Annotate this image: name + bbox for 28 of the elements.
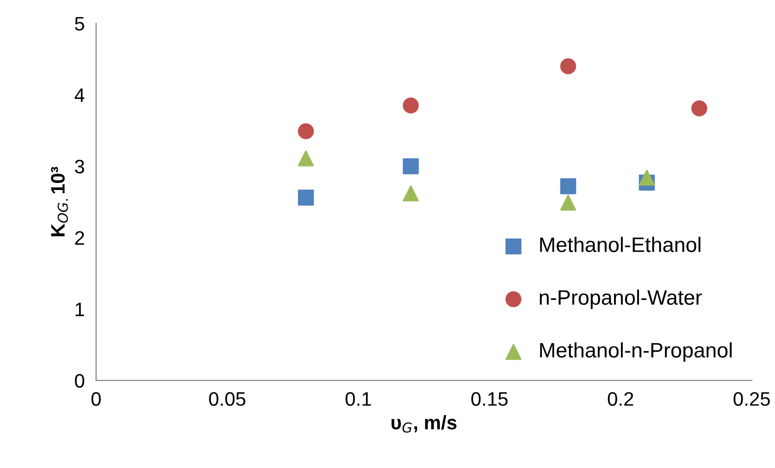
x-tick-label: 0 <box>91 392 101 406</box>
y-tick-label: 2 <box>75 231 84 245</box>
point <box>691 100 708 116</box>
point <box>560 178 576 194</box>
y-tick-label: 3 <box>74 160 84 174</box>
x-axis-title: υ$_{G}$, m/s <box>392 415 456 433</box>
x-tick-label: 0.1 <box>346 392 371 406</box>
y-tick-label: 0 <box>74 374 84 388</box>
point <box>298 150 314 166</box>
x-tick-label: 0.05 <box>209 392 246 406</box>
point <box>560 58 576 74</box>
legend-label: Methanol-n-Propanol <box>540 342 732 362</box>
x-tick-label: 0.2 <box>608 392 634 406</box>
y-tick-label: 1 <box>76 302 84 316</box>
x-tick-label: 0.15 <box>471 392 508 406</box>
y-axis-title: K$_{OG.}$10³ <box>50 166 68 236</box>
y-tick-label: 4 <box>74 88 84 102</box>
point <box>298 123 314 140</box>
point <box>402 98 419 114</box>
y-tick-label: 5 <box>74 17 84 31</box>
point <box>402 158 419 174</box>
point <box>560 194 576 211</box>
point <box>298 190 314 206</box>
point <box>402 185 419 202</box>
point <box>638 170 655 186</box>
x-tick-label: 0.25 <box>734 392 770 406</box>
legend-label: n-Propanol-Water <box>540 290 702 309</box>
legend-label: Methanol-Ethanol <box>540 236 700 252</box>
